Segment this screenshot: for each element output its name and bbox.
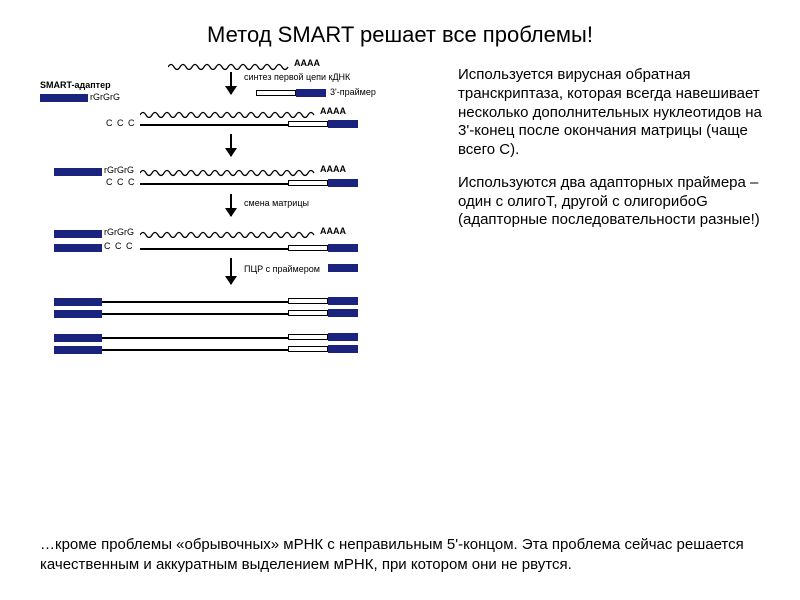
ds2-top-white xyxy=(288,334,328,340)
paragraph-1: Используется вирусная обратная транскрип… xyxy=(458,66,770,160)
bluebox-3 xyxy=(328,179,358,187)
rgrgrg-1: rGrGrG xyxy=(90,92,120,102)
aaaa-4: AAAA xyxy=(320,226,346,236)
cdna-line-3 xyxy=(140,183,288,185)
ds2-bot-right xyxy=(328,345,358,353)
aaaa-1: AAAA xyxy=(294,58,320,68)
switch-label: смена матрицы xyxy=(244,198,309,208)
smart-adapter-box xyxy=(40,94,88,102)
mrna-wave-2 xyxy=(140,110,318,120)
diagram: AAAA SMART-адаптер rGrGrG синтез первой … xyxy=(40,58,440,244)
ccc-3: C C C xyxy=(104,241,134,251)
ccc-1: C C C xyxy=(106,118,136,128)
pcr-primer-box xyxy=(328,264,358,272)
ds-top-white xyxy=(288,298,328,304)
primer3-whitebox xyxy=(256,90,296,96)
ds2-bot-left xyxy=(54,346,102,354)
aaaa-2: AAAA xyxy=(320,106,346,116)
primer3-bluebox xyxy=(296,89,326,97)
right-text-column: Используется вирусная обратная транскрип… xyxy=(440,58,770,244)
rgrgrg-2: rGrGrG xyxy=(104,165,134,175)
arrow-4 xyxy=(230,258,232,284)
arrow-2 xyxy=(230,134,232,156)
main-row: AAAA SMART-адаптер rGrGrG синтез первой … xyxy=(0,58,800,244)
ccc-2: C C C xyxy=(106,177,136,187)
ds-bot-line xyxy=(102,313,288,315)
footer-text: …кроме проблемы «обрывочных» мРНК с непр… xyxy=(40,535,760,574)
smart-adapter-label: SMART-адаптер xyxy=(40,80,111,90)
ds-top-line xyxy=(102,301,288,303)
aaaa-3: AAAA xyxy=(320,164,346,174)
mrna-wave-3 xyxy=(140,168,318,178)
ds2-top-line xyxy=(102,337,288,339)
ds2-bot-white xyxy=(288,346,328,352)
ds2-bot-line xyxy=(102,349,288,351)
adapter-box-3 xyxy=(54,168,102,176)
rgrgrg-3: rGrGrG xyxy=(104,227,134,237)
adapter-box-4t xyxy=(54,230,102,238)
bluebox-4 xyxy=(328,244,358,252)
mrna-wave-4 xyxy=(140,230,318,240)
synth-label: синтез первой цепи кДНК xyxy=(244,72,350,82)
ds2-top-right xyxy=(328,333,358,341)
adapter-box-4b xyxy=(54,244,102,252)
ds-top-right xyxy=(328,297,358,305)
whitebox-2 xyxy=(288,121,328,127)
ds-bot-left xyxy=(54,310,102,318)
whitebox-4 xyxy=(288,245,328,251)
whitebox-3 xyxy=(288,180,328,186)
ds-top-left xyxy=(54,298,102,306)
ds2-top-left xyxy=(54,334,102,342)
bluebox-2 xyxy=(328,120,358,128)
arrow-3 xyxy=(230,194,232,216)
arrow-1 xyxy=(230,72,232,94)
mrna-wave-1 xyxy=(168,62,292,72)
paragraph-2: Используются два адапторных праймера – о… xyxy=(458,174,770,230)
cdna-line-4 xyxy=(140,248,288,250)
primer3-label: 3'-праймер xyxy=(330,87,376,97)
ds-bot-right xyxy=(328,309,358,317)
page-title: Метод SMART решает все проблемы! xyxy=(0,0,800,58)
ds-bot-white xyxy=(288,310,328,316)
pcr-label: ПЦР с праймером xyxy=(244,264,320,274)
cdna-line-2 xyxy=(140,124,288,126)
